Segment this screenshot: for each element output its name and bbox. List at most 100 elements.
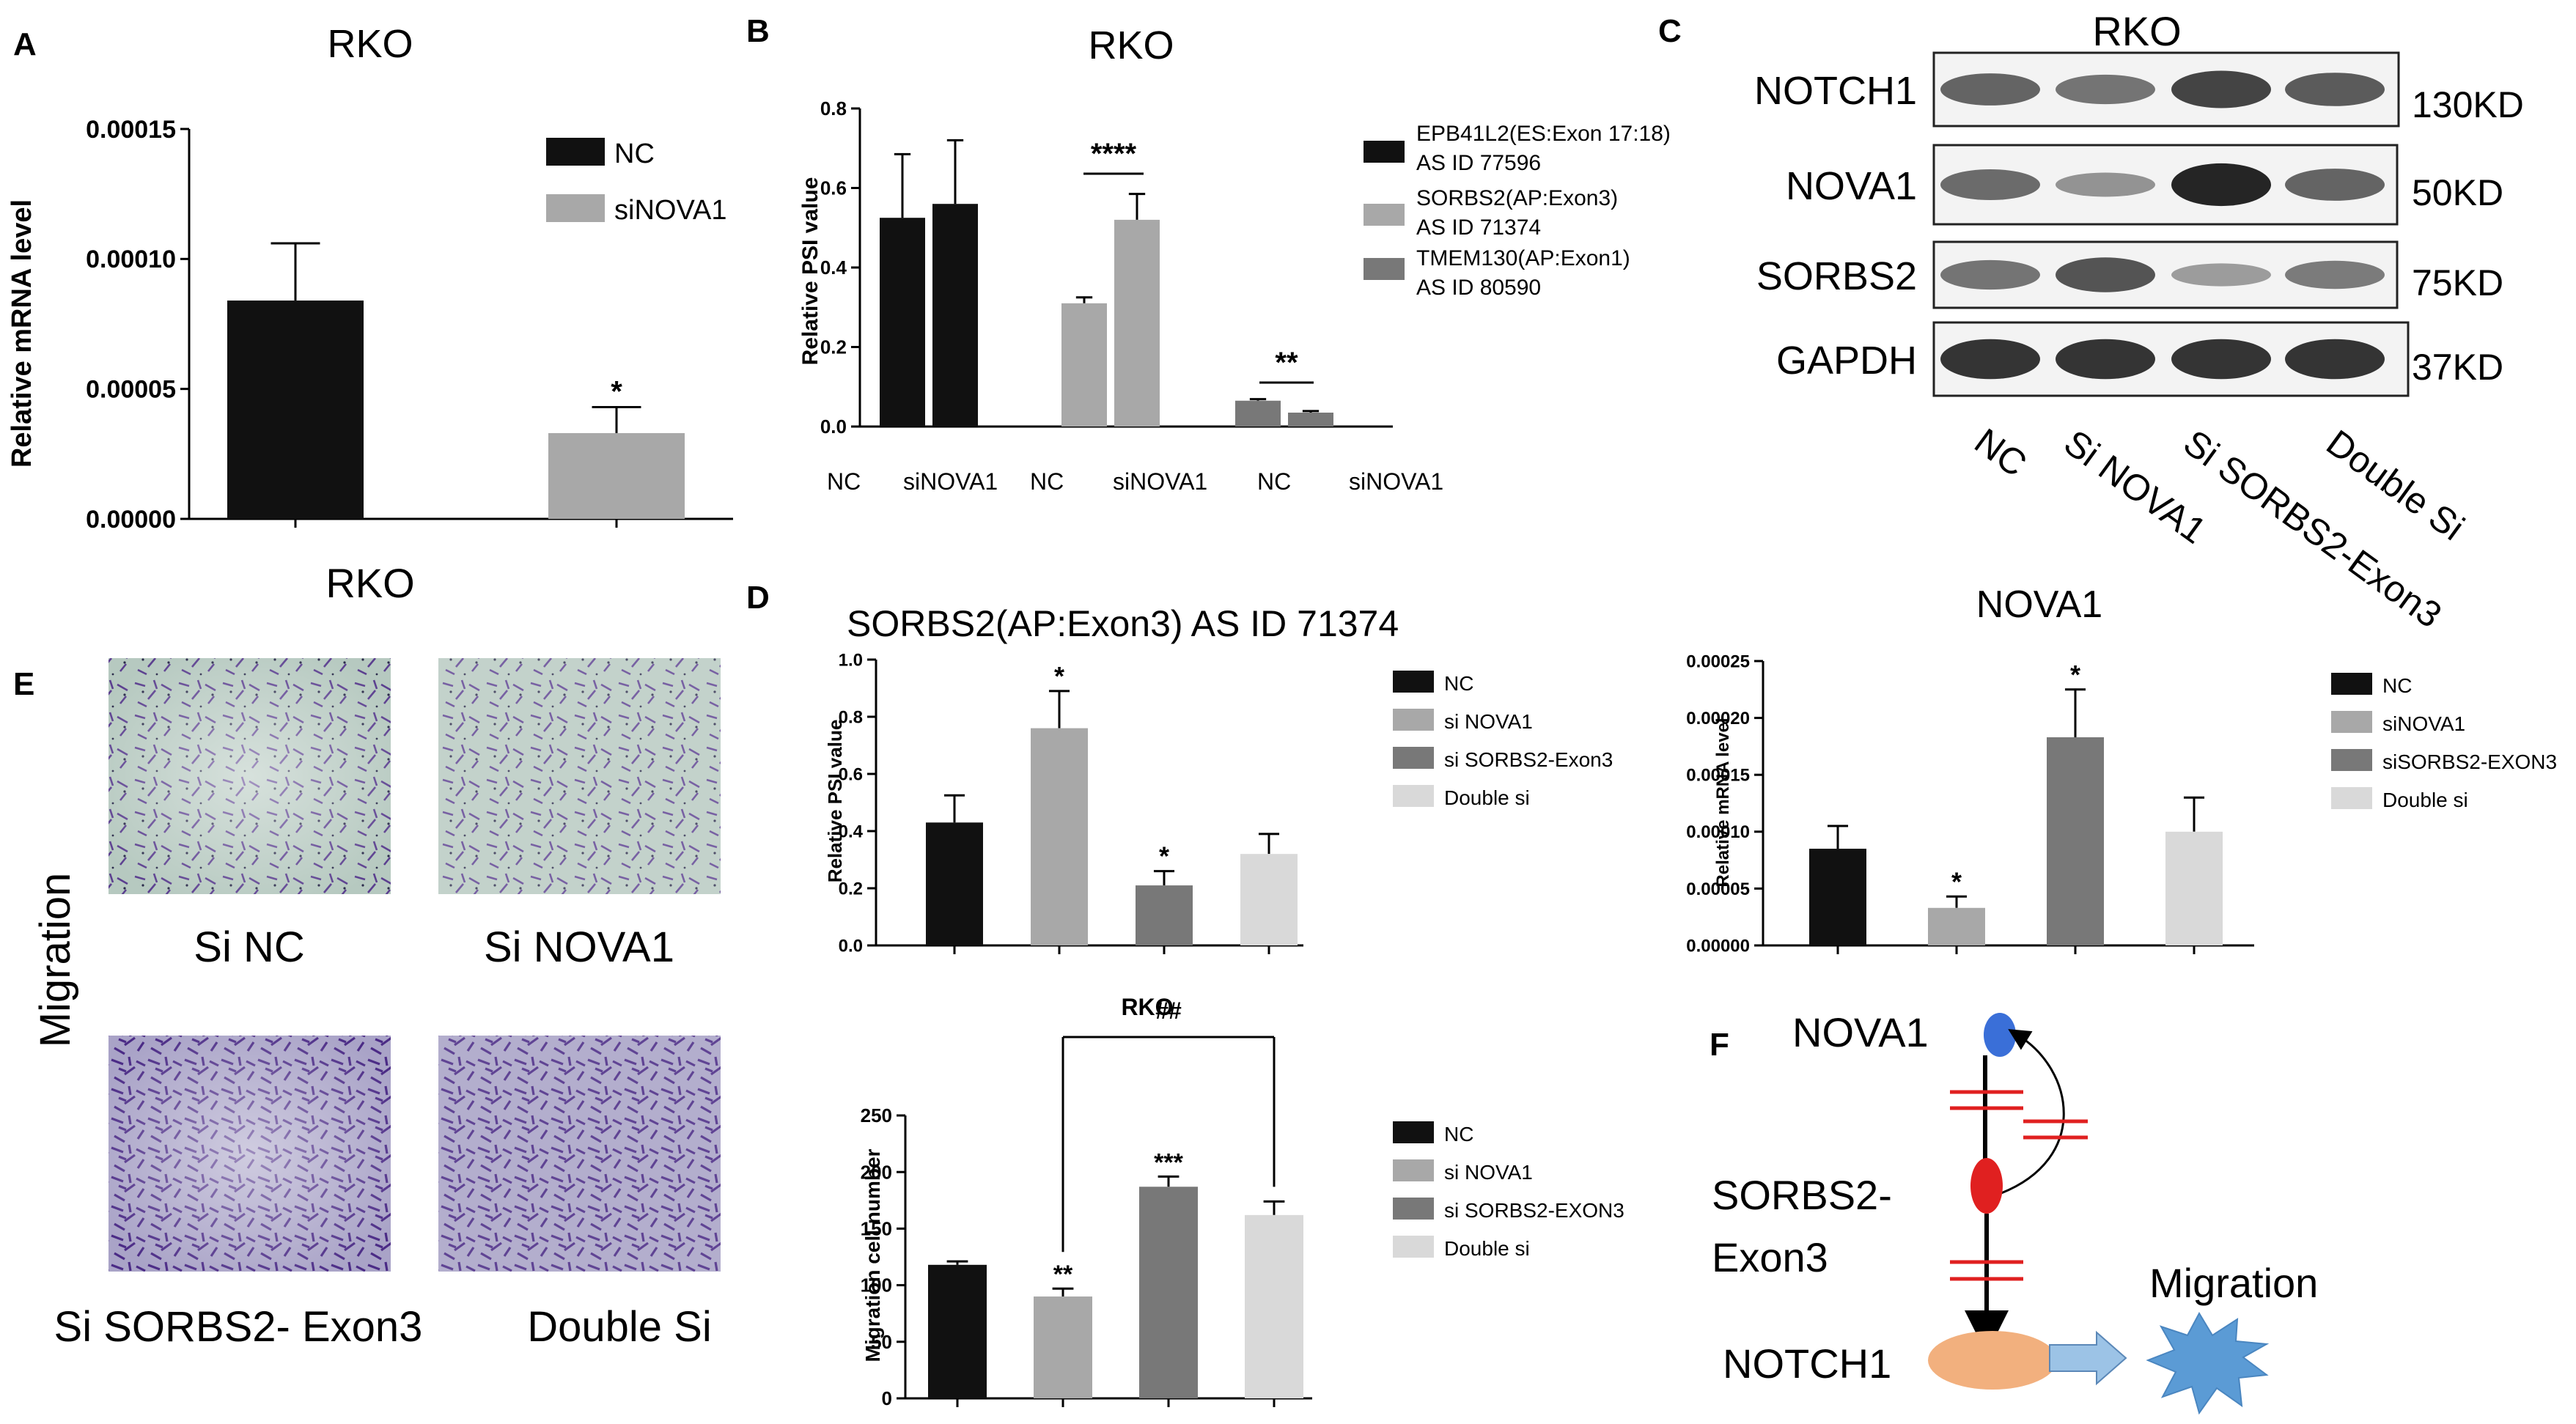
- panel-d3-legend: NC si NOVA1 si SORBS2-EXON3 Double si: [1393, 1121, 1624, 1260]
- panel-e-title: RKO: [325, 560, 414, 606]
- panel-d3-y-tick-label: 250: [861, 1104, 892, 1126]
- panel-d: D SORBS2(AP:Exon3) AS ID 71374 Relative …: [746, 580, 2557, 1409]
- panel-d2-y-tick-label: 0.00000: [1686, 936, 1750, 956]
- panel-d1-title: SORBS2(AP:Exon3) AS ID 71374: [847, 603, 1399, 644]
- feedback-arc: [2001, 1029, 2065, 1195]
- panel-b-sig-label: **: [1275, 347, 1298, 379]
- panel-letter-f: F: [1710, 1027, 1729, 1063]
- panel-d1-bar-1: [1031, 728, 1088, 945]
- panel-a-chart: 0.00000 0.00005 0.00010 0.00015 *: [86, 116, 733, 534]
- legend-label: si NOVA1: [1444, 1161, 1533, 1184]
- legend-tmem130-line1: TMEM130(AP:Exon1): [1416, 246, 1630, 270]
- panel-b-y-tick-label: 0.2: [820, 336, 847, 358]
- panel-letter-a: A: [13, 26, 37, 62]
- blot-protein-label: GAPDH: [1776, 339, 1917, 383]
- panel-d3-bar-3: [1245, 1214, 1303, 1398]
- panel-d1-y-tick-label: 0.4: [839, 822, 864, 841]
- panel-d3-sig-label: **: [1053, 1261, 1073, 1288]
- panel-d1-y-tick-label: 1.0: [839, 650, 863, 670]
- panel-d2-y-tick-label: 0.00010: [1686, 822, 1750, 842]
- panel-e-side-label: Migration: [32, 873, 79, 1048]
- panel-d2-y-tick-label: 0.00020: [1686, 709, 1750, 728]
- blot-protein-label: NOVA1: [1786, 164, 1917, 208]
- blot-band: [2285, 260, 2385, 289]
- blot-size-label: 37KD: [2412, 347, 2503, 388]
- panel-c-title: RKO: [2092, 8, 2181, 54]
- legend-swatch: [1393, 709, 1434, 731]
- panel-b-bar-s1-1: [1114, 219, 1160, 427]
- panel-d1-bar-3: [1240, 854, 1298, 945]
- panel-a-bar-1: [548, 432, 685, 519]
- blot-band: [2285, 339, 2385, 380]
- legend-swatch-tmem130: [1364, 258, 1405, 280]
- panel-b-y-tick-label: 0.4: [820, 257, 847, 278]
- panel-letter-c: C: [1658, 13, 1682, 49]
- blot-band: [1940, 169, 2040, 200]
- panel-letter-d: D: [746, 580, 770, 616]
- legend-sorbs2-line1: SORBS2(AP:Exon3): [1416, 186, 1618, 210]
- migration-burst-icon: [2146, 1311, 2270, 1415]
- blot-size-label: 75KD: [2412, 262, 2503, 303]
- panel-d3-y-tick-label: 200: [861, 1161, 892, 1183]
- panel-d3-y-tick-label: 150: [861, 1218, 892, 1240]
- image-label-si-nova1: Si NOVA1: [484, 923, 674, 971]
- panel-c: C RKO NOTCH1 130KD NOVA1 50KD SORBS2 75KD GAPD…: [1658, 8, 2524, 636]
- sorbs2-node: [1970, 1158, 2003, 1214]
- blot-band: [2056, 339, 2155, 380]
- panel-a-y-tick-label: 0.00015: [86, 116, 176, 144]
- legend-label: NC: [2382, 674, 2412, 697]
- blot-band: [2056, 257, 2155, 292]
- panel-b-bar-s0-0: [880, 218, 925, 427]
- panel-d2-bar-1: [1928, 907, 1985, 945]
- legend-swatch-epb41l2: [1364, 141, 1405, 163]
- legend-label: Double si: [1444, 1237, 1530, 1260]
- panel-b-y-tick-label: 0.8: [820, 97, 847, 119]
- legend-sorbs2-line2: AS ID 71374: [1416, 215, 1541, 240]
- panel-a-y-tick-label: 0.00010: [86, 246, 176, 273]
- panel-b-x-label: siNOVA1: [903, 468, 998, 495]
- blot-protein-label: NOTCH1: [1754, 69, 1917, 113]
- blot-band: [2171, 70, 2271, 108]
- panel-d3-title: RKO: [1121, 994, 1173, 1020]
- label-exon3: Exon3: [1712, 1234, 1828, 1280]
- legend-swatch: [2331, 787, 2372, 809]
- panel-a-ylabel: Relative mRNA level: [7, 199, 37, 468]
- blot-lane-label: NC: [1968, 421, 2034, 485]
- legend-swatch: [1393, 1159, 1434, 1181]
- legend-epb41l2-line1: EPB41L2(ES:Exon 17:18): [1416, 122, 1671, 146]
- panel-b-bar-s0-1: [932, 204, 978, 427]
- panel-letter-e: E: [13, 666, 34, 702]
- blot-band: [2171, 263, 2271, 287]
- legend-label: si SORBS2-EXON3: [1444, 1199, 1624, 1222]
- legend-label: siSORBS2-EXON3: [2382, 750, 2557, 773]
- panel-d1-y-tick-label: 0.0: [839, 936, 863, 956]
- panel-d3-bracket-label: ##: [1155, 997, 1182, 1024]
- panel-b-legend: EPB41L2(ES:Exon 17:18) AS ID 77596 SORBS…: [1364, 122, 1671, 300]
- blot-band: [1940, 339, 2040, 380]
- panel-d1-sig-label: *: [1054, 661, 1064, 691]
- panel-d1-bar-2: [1136, 885, 1193, 945]
- panel-d1-legend: NC si NOVA1 si SORBS2-Exon3 Double si: [1393, 671, 1613, 809]
- legend-swatch: [2331, 749, 2372, 771]
- legend-swatch: [1393, 785, 1434, 807]
- panel-b-chart: 0.0 0.2 0.4 0.6 0.8 NC siNOVA1 NC siNOVA1 NC siNOV…: [820, 97, 1443, 495]
- panel-d1-sig-label: *: [1159, 841, 1169, 871]
- label-nova1: NOVA1: [1792, 1009, 1929, 1055]
- panel-d2-legend: NC siNOVA1 siSORBS2-EXON3 Double si: [2331, 673, 2557, 811]
- panel-d3-sig-label: ***: [1154, 1148, 1183, 1176]
- panel-d2-y-tick-label: 0.00005: [1686, 879, 1750, 899]
- legend-swatch: [1393, 747, 1434, 769]
- panel-b-x-label: NC: [1030, 468, 1064, 495]
- blot-band: [2056, 172, 2155, 197]
- panel-b-ylabel: Relative PSI value: [798, 177, 823, 366]
- panel-b-bar-s2-1: [1288, 413, 1333, 427]
- panel-b-x-label: NC: [827, 468, 861, 495]
- panel-d3-bar-0: [928, 1264, 987, 1398]
- panel-b-y-tick-label: 0.6: [820, 177, 847, 199]
- notch1-node: [1928, 1331, 2057, 1390]
- label-sorbs2: SORBS2-: [1712, 1172, 1892, 1218]
- panel-a: A RKO Relative mRNA level 0.00000 0.00005…: [7, 22, 733, 534]
- panel-b: B RKO Relative PSI value 0.0 0.2 0.4 0.6 0.8…: [746, 13, 1671, 495]
- panel-d1-y-tick-label: 0.6: [839, 764, 863, 784]
